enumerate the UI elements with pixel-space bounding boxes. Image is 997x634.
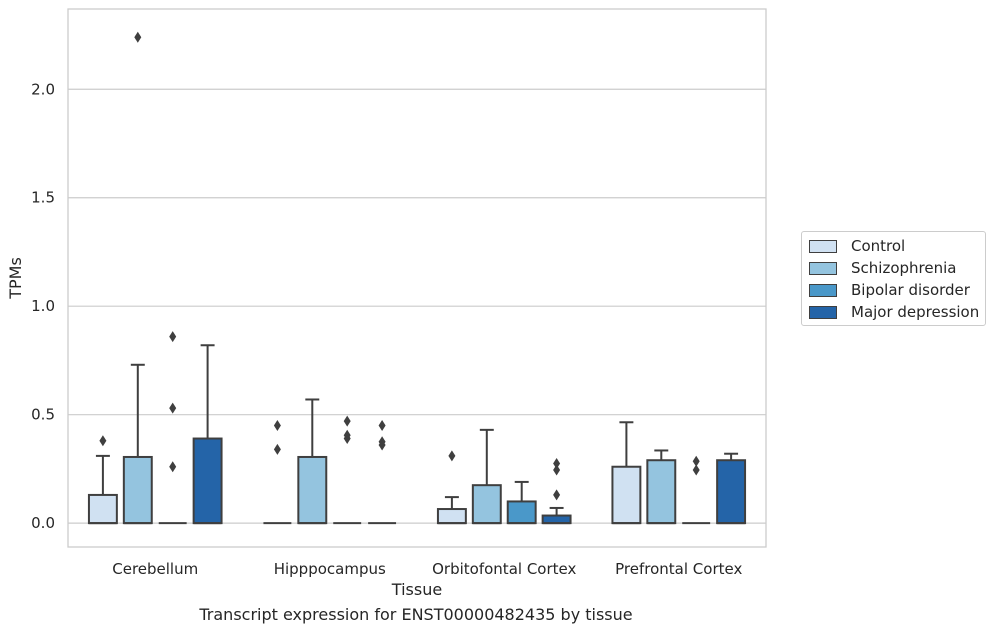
legend-item-control: Control <box>809 236 905 256</box>
y-tick-labels: 0.0 0.5 1.0 1.5 2.0 <box>31 80 55 532</box>
chart-caption: Transcript expression for ENST0000048243… <box>199 605 633 624</box>
box <box>436 508 467 525</box>
box-group <box>716 452 747 525</box>
y-axis-label: TPMs <box>6 257 25 300</box>
outlier-point <box>553 489 561 501</box>
outlier-point <box>99 435 107 447</box>
box-group <box>368 420 397 525</box>
box-group <box>333 415 362 525</box>
legend-swatch <box>809 239 837 253</box>
legend: Control Schizophrenia Bipolar disorder M… <box>801 231 986 326</box>
box <box>646 459 677 525</box>
box-group <box>158 331 187 525</box>
x-tick-label: Orbitofontal Cortex <box>432 560 576 578</box>
box-group <box>646 449 677 525</box>
outlier-point <box>553 457 561 469</box>
legend-item-schizophrenia: Schizophrenia <box>809 258 956 278</box>
box-group <box>682 455 711 525</box>
box <box>122 455 153 525</box>
plot-frame <box>67 8 767 548</box>
box <box>541 514 572 525</box>
outlier-point <box>553 464 561 476</box>
legend-label: Major depression <box>851 303 980 321</box>
outlier-point <box>692 455 700 467</box>
outlier-point <box>134 31 142 43</box>
box <box>87 493 118 525</box>
chart-marks <box>87 31 747 525</box>
legend-swatch <box>809 261 837 275</box>
box-group <box>263 420 292 525</box>
x-tick-label: Cerebellum <box>112 560 198 578</box>
outlier-point <box>169 402 177 414</box>
box-group <box>506 480 537 525</box>
x-tick-labels: Cerebellum Hipppocampus Orbitofontal Corte… <box>112 560 742 578</box>
legend-swatch <box>809 305 837 319</box>
y-tick-label: 1.5 <box>31 189 55 207</box>
box-group <box>122 31 153 525</box>
outlier-point <box>343 429 351 441</box>
box-group <box>541 457 572 525</box>
outlier-point <box>273 443 281 455</box>
box <box>716 459 747 525</box>
outlier-point <box>169 331 177 343</box>
y-tick-label: 1.0 <box>31 297 55 315</box>
legend-label: Bipolar disorder <box>851 281 970 299</box>
box-group <box>436 450 467 525</box>
legend-item-major-depression: Major depression <box>809 302 979 322</box>
box <box>611 465 642 525</box>
box <box>471 484 502 525</box>
outlier-point <box>273 420 281 432</box>
x-tick-label: Hipppocampus <box>274 560 386 578</box>
y-tick-label: 0.0 <box>31 514 55 532</box>
outlier-point <box>692 464 700 476</box>
x-axis-label: Tissue <box>391 580 442 599</box>
y-tick-label: 2.0 <box>31 80 55 98</box>
legend-swatch <box>809 283 837 297</box>
box-group <box>611 421 642 525</box>
box <box>192 437 223 525</box>
box-group <box>297 398 328 525</box>
outlier-point <box>378 436 386 448</box>
box-group <box>87 435 118 525</box>
box <box>506 500 537 525</box>
outlier-point <box>169 461 177 473</box>
box-group <box>192 344 223 525</box>
x-tick-label: Prefrontal Cortex <box>615 560 742 578</box>
box-group <box>471 428 502 525</box>
legend-label: Control <box>851 237 906 255</box>
outlier-point <box>378 420 386 432</box>
box <box>297 455 328 525</box>
legend-label: Schizophrenia <box>851 259 957 277</box>
legend-item-bipolar-disorder: Bipolar disorder <box>809 280 970 300</box>
outlier-point <box>448 450 456 462</box>
y-tick-label: 0.5 <box>31 406 55 424</box>
outlier-point <box>343 415 351 427</box>
